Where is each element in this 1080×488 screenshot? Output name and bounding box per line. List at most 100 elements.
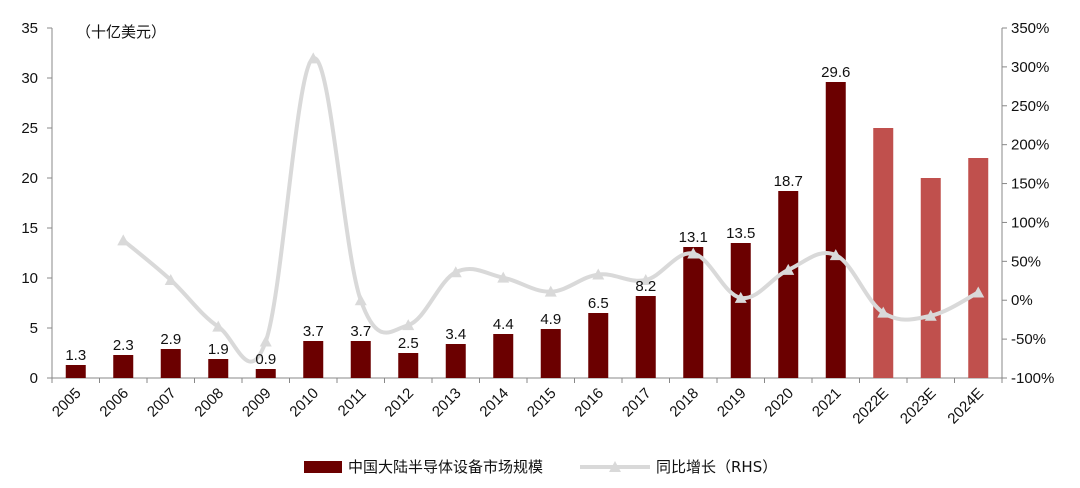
bar xyxy=(778,191,799,378)
x-tick-label: 2008 xyxy=(191,385,227,421)
bar-data-label: 6.5 xyxy=(588,295,609,312)
growth-marker xyxy=(354,294,367,306)
bar xyxy=(588,313,609,378)
legend: 中国大陆半导体设备市场规模 同比增长（RHS） xyxy=(304,458,777,476)
bar-data-label: 1.3 xyxy=(65,347,86,364)
x-tick-label: 2024E xyxy=(944,385,987,428)
y-left-tick-label: 0 xyxy=(30,370,38,387)
growth-marker xyxy=(307,52,320,64)
y-left-tick-label: 20 xyxy=(21,170,38,187)
growth-marker xyxy=(117,234,130,246)
bar-data-label: 2.3 xyxy=(113,337,134,354)
bar-data-label: 3.7 xyxy=(303,323,324,340)
y-right-tick-label: -100% xyxy=(1011,370,1054,387)
y-right-tick-label: -50% xyxy=(1011,331,1046,348)
growth-marker xyxy=(924,309,937,321)
x-tick-label: 2009 xyxy=(239,385,275,421)
bar xyxy=(160,349,181,378)
y-right-tick-label: 350% xyxy=(1011,20,1049,37)
bar xyxy=(208,359,229,378)
y-left-tick-label: 15 xyxy=(21,220,38,237)
bars-layer xyxy=(65,82,989,378)
bar-data-label: 3.7 xyxy=(350,323,371,340)
y-right-tick-label: 250% xyxy=(1011,98,1049,115)
y-right-tick-label: 100% xyxy=(1011,214,1049,231)
x-tick-label: 2014 xyxy=(476,385,512,421)
bar-data-label: 4.9 xyxy=(540,311,561,328)
bar xyxy=(683,247,704,378)
bar-data-label: 13.1 xyxy=(679,229,708,246)
bar-data-label: 1.9 xyxy=(208,341,229,358)
growth-marker xyxy=(497,271,510,283)
growth-marker xyxy=(259,335,272,347)
x-tick-label: 2021 xyxy=(809,385,845,421)
x-tick-label: 2012 xyxy=(381,385,417,421)
x-tick-label: 2015 xyxy=(524,385,560,421)
y-left-tick-label: 30 xyxy=(21,70,38,87)
x-tick-label: 2016 xyxy=(571,385,607,421)
growth-marker xyxy=(782,263,795,275)
bar-data-label: 8.2 xyxy=(635,278,656,295)
growth-marker xyxy=(544,285,557,297)
bar-data-label: 3.4 xyxy=(445,326,466,343)
legend-swatch-bars xyxy=(304,461,342,473)
bar-data-label: 13.5 xyxy=(726,225,755,242)
growth-marker xyxy=(592,268,605,280)
bar-data-label: 18.7 xyxy=(774,173,803,190)
x-tick-label: 2010 xyxy=(286,385,322,421)
y-right-tick-label: 150% xyxy=(1011,176,1049,193)
y-left-tick-label: 10 xyxy=(21,270,38,287)
bar xyxy=(920,178,941,378)
labels-layer: 1.3 2.3 2.9 1.9 0.9 3.7 3.7 2.5 3.4 4.4 4.9 6.5 8.2 1… xyxy=(65,64,850,368)
x-tick-label: 2019 xyxy=(714,385,750,421)
y-left-tick-label: 5 xyxy=(30,320,38,337)
y-right-tick-label: 0% xyxy=(1011,292,1033,309)
bar xyxy=(350,341,371,378)
legend-label-line: 同比增长（RHS） xyxy=(656,458,777,476)
growth-marker xyxy=(687,247,700,259)
x-tick-label: 2005 xyxy=(49,385,85,421)
y-right-tick-label: 200% xyxy=(1011,137,1049,154)
bar-data-label: 2.5 xyxy=(398,335,419,352)
legend-label-bars: 中国大陆半导体设备市场规模 xyxy=(348,458,543,476)
unit-label: （十亿美元） xyxy=(76,23,166,41)
bar-data-label: 4.4 xyxy=(493,316,514,333)
y-left-tick-label: 35 xyxy=(21,20,38,37)
bar xyxy=(255,369,276,378)
x-tick-label: 2023E xyxy=(897,385,940,428)
y-right-tick-label: 50% xyxy=(1011,253,1041,270)
growth-marker xyxy=(734,291,747,303)
bar xyxy=(303,341,324,378)
bar xyxy=(65,365,86,378)
x-tick-label: 2017 xyxy=(619,385,655,421)
bar xyxy=(493,334,514,378)
x-tick-label: 2022E xyxy=(849,385,892,428)
bar xyxy=(540,329,561,378)
line-layer xyxy=(117,52,985,364)
bar xyxy=(968,158,989,378)
legend-swatch-marker xyxy=(609,461,621,472)
y-right-tick-label: 300% xyxy=(1011,59,1049,76)
bar xyxy=(445,344,466,378)
bar xyxy=(635,296,656,378)
bar-data-label: 29.6 xyxy=(821,64,850,81)
x-tick-label: 2020 xyxy=(761,385,797,421)
growth-marker xyxy=(402,319,415,331)
growth-marker xyxy=(877,306,890,318)
bar xyxy=(873,128,894,378)
bar-data-label: 2.9 xyxy=(160,331,181,348)
growth-marker xyxy=(449,266,462,278)
bar xyxy=(825,82,846,378)
bar xyxy=(730,243,751,378)
bar xyxy=(113,355,134,378)
growth-marker xyxy=(639,274,652,285)
x-tick-label: 2006 xyxy=(96,385,132,421)
growth-marker xyxy=(972,286,985,298)
x-tick-label: 2018 xyxy=(666,385,702,421)
growth-marker xyxy=(212,320,225,332)
x-tick-label: 2011 xyxy=(335,385,370,420)
bar-data-label: 0.9 xyxy=(255,351,276,368)
x-tick-label: 2013 xyxy=(429,385,465,421)
